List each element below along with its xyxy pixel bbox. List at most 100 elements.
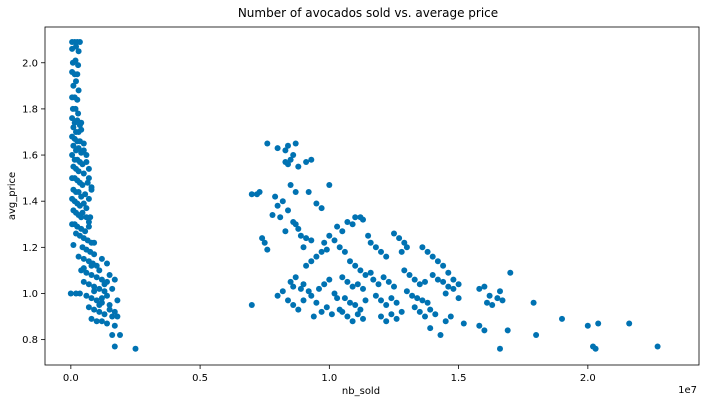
data-point (497, 288, 503, 295)
data-point (261, 239, 268, 246)
data-point (497, 345, 503, 352)
data-point (85, 165, 92, 172)
data-point (393, 299, 400, 306)
data-point (349, 283, 356, 290)
data-point (414, 295, 421, 302)
data-point (419, 297, 426, 304)
data-point (308, 292, 315, 299)
data-point (383, 318, 390, 325)
data-point (72, 57, 79, 64)
y-tick-label: 2.0 (22, 58, 38, 69)
data-point (391, 283, 397, 290)
data-point (106, 302, 113, 308)
data-point (460, 320, 467, 327)
data-point (362, 297, 369, 304)
data-point (445, 269, 452, 276)
data-point (101, 288, 108, 295)
data-point (287, 156, 294, 163)
data-point (75, 62, 82, 69)
data-point (274, 202, 281, 209)
data-point (88, 272, 95, 278)
data-point (445, 283, 452, 290)
data-point (98, 318, 105, 325)
data-point (91, 239, 98, 246)
data-point (80, 140, 87, 147)
data-point (424, 299, 431, 306)
data-point (272, 193, 279, 200)
data-point (398, 248, 405, 255)
x-tick-label: 1.0 (321, 373, 337, 384)
data-point (372, 292, 379, 299)
data-point (328, 311, 335, 318)
data-point (654, 343, 661, 350)
data-point (114, 297, 121, 304)
data-point (282, 228, 289, 235)
data-point (326, 276, 333, 283)
data-point (432, 311, 439, 318)
data-point (533, 332, 540, 338)
data-point (388, 311, 395, 318)
data-point (303, 262, 310, 269)
data-point (96, 285, 103, 292)
data-point (75, 145, 82, 152)
data-point (80, 200, 87, 207)
data-point (287, 278, 294, 285)
data-point (69, 152, 76, 158)
data-point (422, 278, 428, 285)
data-point (341, 248, 348, 255)
data-point (318, 205, 325, 212)
data-point (378, 248, 384, 255)
data-point (484, 299, 490, 306)
data-point (360, 285, 366, 292)
y-tick-label: 1.6 (22, 151, 38, 162)
data-point (295, 306, 302, 313)
data-point (300, 297, 307, 304)
data-point (297, 285, 304, 292)
data-point (437, 332, 444, 338)
x-tick-label: 1.5 (451, 373, 467, 384)
data-point (285, 161, 291, 168)
data-point (481, 327, 488, 334)
data-point (349, 318, 356, 325)
data-point (79, 182, 86, 188)
data-point (383, 302, 390, 308)
data-point (73, 43, 79, 50)
data-point (93, 297, 100, 304)
data-point (70, 82, 77, 89)
data-point (80, 170, 87, 177)
data-point (305, 288, 312, 295)
data-point (85, 304, 92, 311)
data-point (93, 318, 100, 325)
data-point (290, 283, 297, 290)
data-point (481, 283, 488, 290)
data-point (385, 278, 392, 285)
data-point (290, 219, 297, 225)
data-point (106, 306, 113, 313)
data-point (290, 302, 297, 308)
data-point (401, 239, 408, 246)
data-point (88, 295, 95, 302)
data-point (409, 292, 416, 299)
data-point (442, 290, 449, 297)
data-point (352, 214, 359, 221)
data-point (352, 302, 359, 308)
x-tick-label: 0.5 (192, 373, 208, 384)
data-point (530, 299, 537, 306)
data-point (476, 285, 483, 292)
data-point (88, 315, 95, 322)
data-point (93, 262, 100, 269)
data-point (84, 179, 91, 186)
data-point (318, 248, 325, 255)
data-point (279, 288, 286, 295)
data-point (323, 304, 330, 311)
data-point (504, 327, 511, 334)
data-point (352, 262, 359, 269)
data-point (308, 237, 315, 244)
data-point (313, 200, 320, 207)
data-point (486, 292, 493, 299)
data-point (334, 223, 341, 230)
data-point (96, 302, 103, 308)
data-point (109, 285, 116, 292)
data-point (365, 232, 372, 239)
data-point (326, 232, 333, 239)
